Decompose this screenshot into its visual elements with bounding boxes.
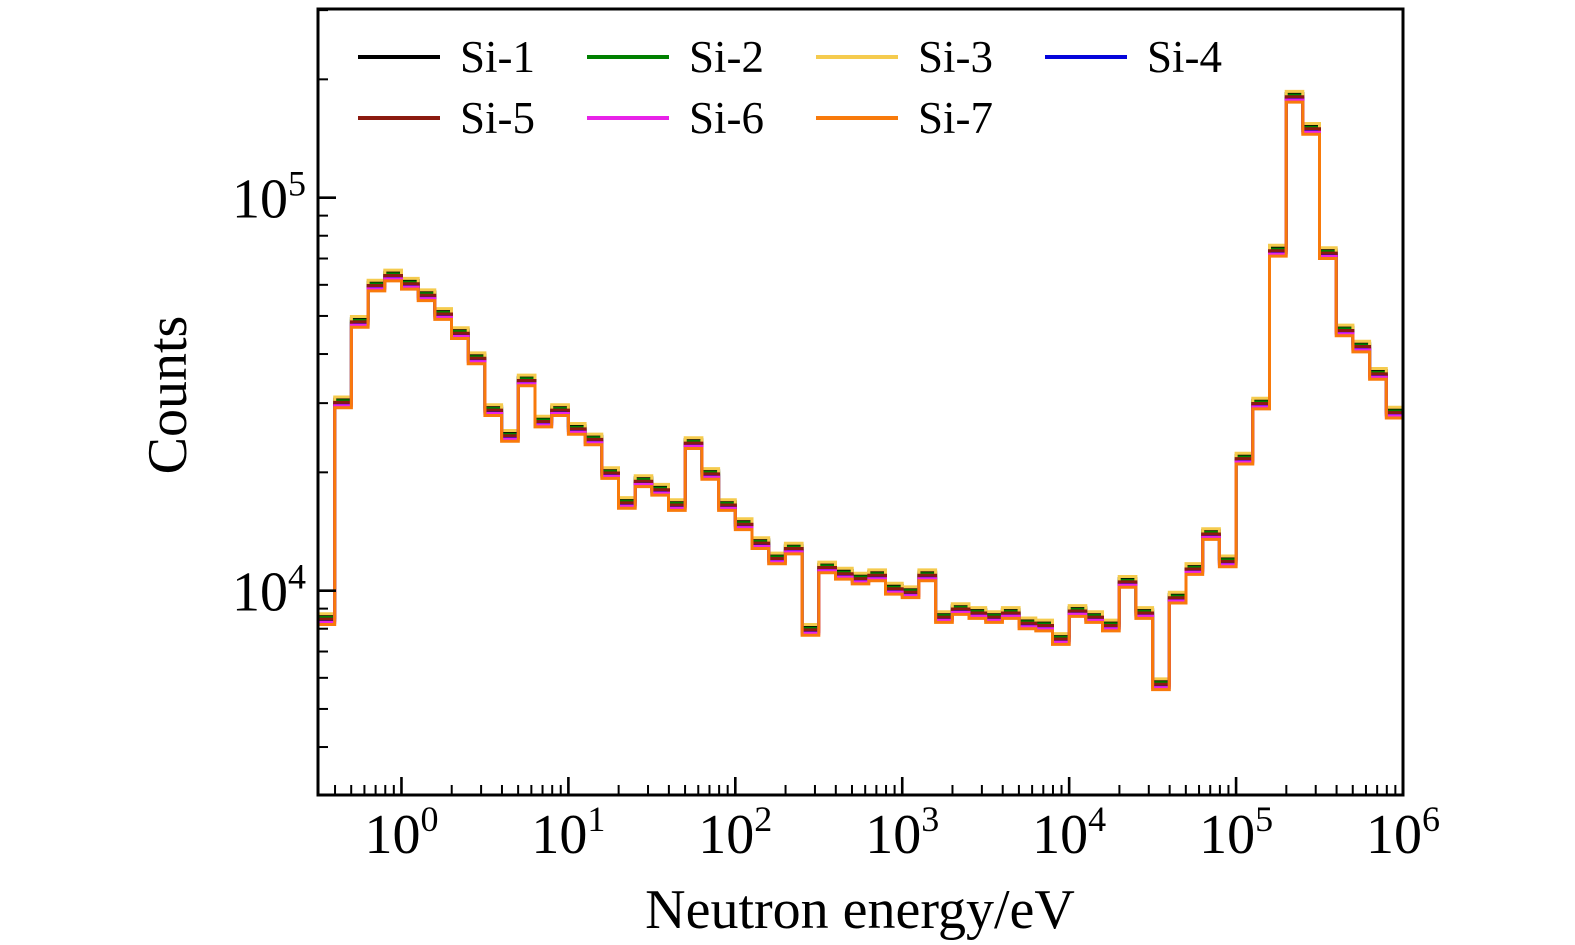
legend-item-si-3: Si-3 [816,34,993,80]
legend-item-si-4: Si-4 [1045,34,1222,80]
y-axis-label: Counts [137,315,199,475]
legend-line-si-2-swatch [587,55,669,59]
legend-label-si-4: Si-4 [1147,32,1223,82]
legend-item-si-5: Si-5 [358,95,535,141]
series-si-4-line [318,96,1403,688]
legend-item-si-1: Si-1 [358,34,535,80]
y-tick-label-1e5: 105 [232,164,306,231]
legend-label-si-5: Si-5 [460,93,536,143]
legend-line-si-6-swatch [587,116,669,120]
series-si-2-line [318,93,1403,685]
x-tick-label-1e0: 100 [364,799,438,866]
x-tick-label-1e3: 103 [865,799,939,866]
x-tick-label-1e6: 106 [1366,799,1440,866]
legend-label-si-2: Si-2 [689,32,765,82]
legend-label-si-6: Si-6 [689,93,765,143]
x-tick-label-1e5: 105 [1199,799,1273,866]
legend-line-si-5-swatch [358,116,440,120]
legend-line-si-1-swatch [358,55,440,59]
legend-line-si-3-swatch [816,55,898,59]
series-si-1-line [318,92,1403,683]
legend-label-si-3: Si-3 [918,32,994,82]
legend-item-si-7: Si-7 [816,95,993,141]
legend-line-si-4-swatch [1045,55,1127,59]
series-si-5-line [318,95,1403,686]
legend-item-si-6: Si-6 [587,95,764,141]
x-tick-label-1e2: 102 [698,799,772,866]
legend-line-si-7-swatch [816,116,898,120]
legend-label-si-7: Si-7 [918,93,994,143]
x-tick-label-1e4: 104 [1032,799,1106,866]
legend-item-si-2: Si-2 [587,34,764,80]
x-axis-label: Neutron energy/eV [645,879,1075,941]
series-si-3-line [318,89,1403,681]
y-tick-label-1e4: 104 [232,557,306,624]
series-si-6-line [318,98,1403,690]
series-si-7-line [318,100,1403,692]
legend-label-si-1: Si-1 [460,32,536,82]
plot-border [316,7,1405,797]
x-tick-label-1e1: 101 [531,799,605,866]
